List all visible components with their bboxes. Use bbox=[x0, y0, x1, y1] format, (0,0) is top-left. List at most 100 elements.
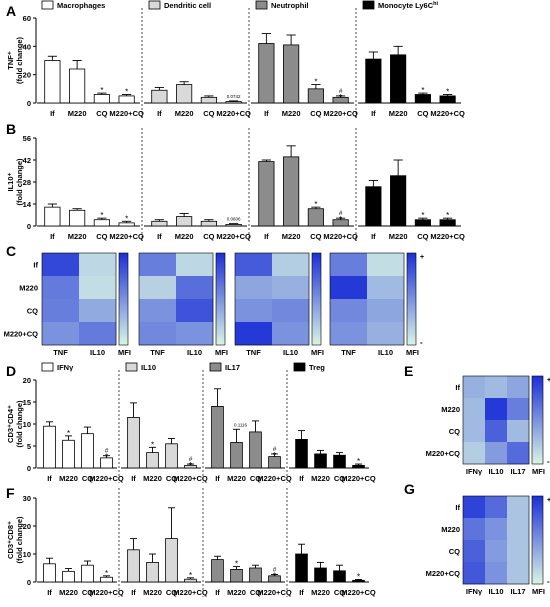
bar bbox=[146, 562, 159, 583]
significance-star: * bbox=[189, 461, 192, 470]
heatmap-row-label: M220 bbox=[441, 525, 460, 534]
bar bbox=[100, 576, 113, 583]
significance-star: * bbox=[357, 572, 360, 581]
x-tick-label: M220+CQ bbox=[341, 474, 376, 483]
legend-swatch bbox=[362, 0, 375, 10]
x-tick-label: CQ bbox=[310, 232, 321, 241]
heatmap-cell bbox=[463, 442, 486, 465]
heatmap-cell bbox=[367, 276, 405, 300]
heatmap-row-label: CQ bbox=[27, 307, 38, 316]
heatmap-cell bbox=[176, 253, 214, 277]
heatmap-cell bbox=[330, 322, 368, 346]
bar bbox=[127, 416, 140, 469]
x-tick-label: M220 bbox=[311, 474, 330, 483]
legend-text: Neutrophil bbox=[271, 1, 309, 10]
heatmap-row-label: If bbox=[455, 503, 460, 512]
panel-label-A: A bbox=[6, 3, 16, 19]
legend-text: Macrophages bbox=[57, 1, 105, 10]
significance-hash: # bbox=[105, 448, 109, 455]
heatmap-column-label: TNF bbox=[53, 348, 68, 357]
p-value-annotation: 0.0606 bbox=[227, 217, 241, 222]
legend-label: IFNγ bbox=[57, 363, 74, 372]
legend-text: Monocyte Ly6C bbox=[378, 1, 434, 10]
y-axis-label: TNF⁺ bbox=[6, 51, 15, 70]
legend-label: Monocyte Ly6Chi bbox=[378, 1, 439, 10]
heatmap-cell bbox=[463, 540, 486, 563]
heatmap-cell bbox=[367, 299, 405, 323]
x-tick-label: If bbox=[264, 232, 269, 241]
x-tick-label: M220+CQ bbox=[109, 232, 144, 241]
legend-swatch bbox=[148, 0, 161, 10]
significance-star: * bbox=[105, 569, 108, 578]
heatmap-column-label: TNF bbox=[341, 348, 356, 357]
y-tick-label: 0 bbox=[27, 464, 31, 473]
color-scale-plus: + bbox=[547, 377, 550, 384]
x-tick-label: CQ bbox=[82, 474, 93, 483]
significance-star: * bbox=[105, 453, 108, 462]
color-scale-minus: - bbox=[547, 457, 550, 466]
x-tick-label: M220+CQ bbox=[323, 232, 358, 241]
legend-label: Dendritic cell bbox=[164, 1, 211, 10]
x-tick-label: M220 bbox=[175, 232, 194, 241]
heatmap-column-label: IL10 bbox=[488, 587, 503, 596]
heatmap-cell bbox=[507, 518, 530, 541]
bar bbox=[43, 563, 56, 583]
legend-label: IL17 bbox=[225, 363, 240, 372]
heatmap-cell bbox=[507, 562, 530, 585]
panel-label-B: B bbox=[6, 121, 16, 137]
bar bbox=[283, 44, 300, 104]
y-tick-label: 20 bbox=[23, 522, 31, 531]
significance-star: * bbox=[189, 571, 192, 580]
color-scale-bar bbox=[215, 252, 226, 346]
heatmap-cell bbox=[79, 299, 117, 323]
heatmap-cell bbox=[485, 442, 508, 465]
bar bbox=[176, 84, 193, 104]
x-tick-label: M220 bbox=[59, 474, 78, 483]
significance-star: * bbox=[125, 214, 128, 223]
heatmap-cell bbox=[507, 420, 530, 443]
significance-star: * bbox=[421, 86, 424, 95]
significance-star: * bbox=[235, 560, 238, 569]
bar bbox=[268, 456, 281, 469]
significance-star: * bbox=[100, 86, 103, 95]
bar bbox=[307, 88, 324, 104]
heatmap-cell bbox=[485, 562, 508, 585]
heatmap-cell bbox=[272, 276, 310, 300]
y-axis-label-unit: (fold change) bbox=[15, 516, 24, 564]
significance-hash: # bbox=[273, 566, 277, 573]
heatmap-cell bbox=[485, 540, 508, 563]
bar bbox=[333, 570, 346, 583]
significance-star: * bbox=[67, 429, 70, 438]
bar bbox=[390, 175, 407, 227]
bar bbox=[225, 224, 242, 227]
bar-chart-A: 0 20 40 60 TNF⁺ (fold change) Macrophages If M22… bbox=[6, 0, 465, 118]
legend-text: IL10 bbox=[141, 363, 156, 372]
heatmap-cell bbox=[507, 496, 530, 519]
legend-text: Treg bbox=[309, 363, 325, 372]
x-tick-label: CQ bbox=[334, 588, 345, 597]
x-tick-label: CQ bbox=[96, 109, 107, 118]
x-tick-label: M220+CQ bbox=[89, 588, 124, 597]
bar bbox=[93, 219, 110, 227]
bar bbox=[44, 60, 61, 104]
significance-star: * bbox=[273, 571, 276, 580]
heatmap-cell bbox=[485, 398, 508, 421]
bar bbox=[62, 439, 75, 469]
x-tick-label: M220+CQ bbox=[109, 109, 144, 118]
y-tick-label: 14 bbox=[23, 200, 32, 209]
bar bbox=[100, 457, 113, 469]
bar bbox=[62, 570, 75, 583]
bar bbox=[151, 89, 168, 104]
color-scale-label: MFI bbox=[311, 348, 324, 357]
y-axis-label-unit: (fold change) bbox=[15, 158, 24, 206]
y-tick-label: 15 bbox=[23, 398, 31, 407]
x-tick-label: If bbox=[157, 232, 162, 241]
x-tick-label: M220+CQ bbox=[257, 474, 292, 483]
x-tick-label: M220+CQ bbox=[173, 474, 208, 483]
heatmap-cell bbox=[507, 540, 530, 563]
heatmap-cell bbox=[463, 518, 486, 541]
x-tick-label: M220 bbox=[227, 474, 246, 483]
x-tick-label: If bbox=[131, 474, 136, 483]
heatmap-cell bbox=[79, 276, 117, 300]
y-tick-label: 5 bbox=[27, 442, 31, 451]
